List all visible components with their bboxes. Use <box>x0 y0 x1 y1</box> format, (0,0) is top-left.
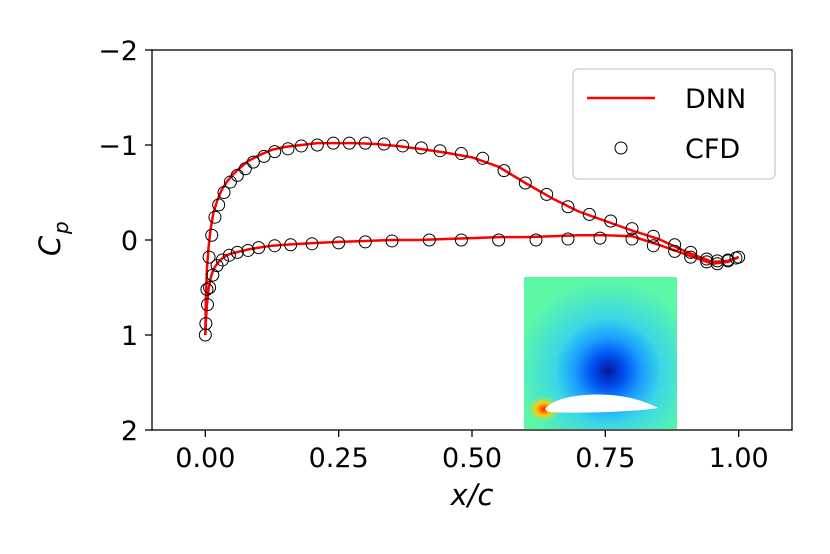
cfd-point <box>203 281 217 294</box>
cfd-point <box>305 237 319 251</box>
dnn-line-upper-surface <box>204 141 740 336</box>
cfd-point <box>593 231 607 245</box>
cfd-point <box>326 136 340 150</box>
cfd-point <box>246 155 260 169</box>
cfd-point <box>684 250 698 264</box>
cfd-point <box>518 176 532 190</box>
cfd-point <box>476 151 490 165</box>
legend-cfd-label: CFD <box>685 134 740 165</box>
cfd-point <box>230 168 244 182</box>
cfd-point <box>268 145 282 159</box>
legend-cfd-swatch <box>614 141 628 155</box>
cfd-point <box>433 144 447 158</box>
y-tick-label: −2 <box>98 36 138 67</box>
cfd-point <box>342 136 356 150</box>
cfd-point <box>223 175 237 189</box>
dnn-line-lower-surface <box>204 234 740 336</box>
cfd-point <box>582 207 596 221</box>
cfd-point <box>668 238 682 252</box>
cfd-point <box>212 198 226 212</box>
x-tick-label: 0.50 <box>442 443 502 474</box>
cfd-point <box>222 248 236 262</box>
cfd-point <box>540 187 554 201</box>
cfd-point <box>561 200 575 214</box>
cfd-point <box>332 236 346 250</box>
cfd-point <box>385 234 399 248</box>
cfd-point <box>358 235 372 249</box>
x-tick-label: 0.75 <box>575 443 635 474</box>
cfd-point <box>710 254 724 268</box>
cfd-point <box>215 253 229 267</box>
cfd-point <box>732 250 746 264</box>
cfd-point <box>684 245 698 259</box>
cfd-point <box>604 214 618 228</box>
cfd-point <box>414 141 428 155</box>
cfd-point <box>217 186 231 199</box>
cfd-point <box>241 243 255 257</box>
cfd-point <box>281 142 295 156</box>
cfd-point <box>268 239 282 253</box>
cfd-point <box>700 255 714 269</box>
cfd-point <box>625 222 639 236</box>
pressure-field-inset <box>524 277 677 429</box>
cfd-point <box>646 239 660 253</box>
cfd-point <box>238 162 252 176</box>
y-axis-label: C p <box>33 221 73 256</box>
cfd-point <box>710 257 724 271</box>
cfd-point <box>257 149 271 163</box>
x-tick-label: 1.00 <box>709 443 769 474</box>
cfd-point <box>252 241 266 255</box>
legend-dnn-label: DNN <box>685 84 746 115</box>
x-tick-label: 0.00 <box>175 443 235 474</box>
cfd-point <box>646 229 660 243</box>
cfd-point <box>284 238 298 252</box>
x-axis-label: x/c <box>450 478 494 512</box>
svg-text:C: C <box>33 235 67 256</box>
y-tick-label: 2 <box>121 416 138 447</box>
legend: DNN CFD <box>572 68 776 180</box>
y-tick-label: −1 <box>98 131 138 162</box>
cfd-point <box>497 164 511 178</box>
cfd-point <box>294 139 308 153</box>
cfd-point <box>396 139 410 153</box>
cfd-point <box>205 228 219 242</box>
cfd-point <box>358 136 372 150</box>
cfd-point <box>492 233 506 247</box>
cfd-point <box>310 138 324 152</box>
cfd-point <box>199 317 213 331</box>
x-tick-label: 0.25 <box>309 443 369 474</box>
cfd-point <box>561 232 575 246</box>
cfd-point <box>625 232 639 246</box>
y-tick-label: 0 <box>121 226 138 257</box>
cfd-point <box>200 282 214 296</box>
y-tick-label: 1 <box>121 321 138 352</box>
svg-text:p: p <box>49 221 73 235</box>
cfd-point <box>529 233 543 247</box>
cfd-point <box>377 137 391 151</box>
airfoil-shape <box>545 394 658 413</box>
cfd-point <box>668 244 682 258</box>
cfd-point <box>200 298 214 312</box>
cfd-point <box>454 233 468 247</box>
cfd-point <box>208 210 222 224</box>
cfd-point <box>422 233 436 247</box>
cfd-point <box>202 250 216 264</box>
cfd-point <box>700 252 714 266</box>
cfd-point <box>454 147 468 161</box>
cfd-point <box>230 245 244 259</box>
cfd-point <box>198 328 212 342</box>
